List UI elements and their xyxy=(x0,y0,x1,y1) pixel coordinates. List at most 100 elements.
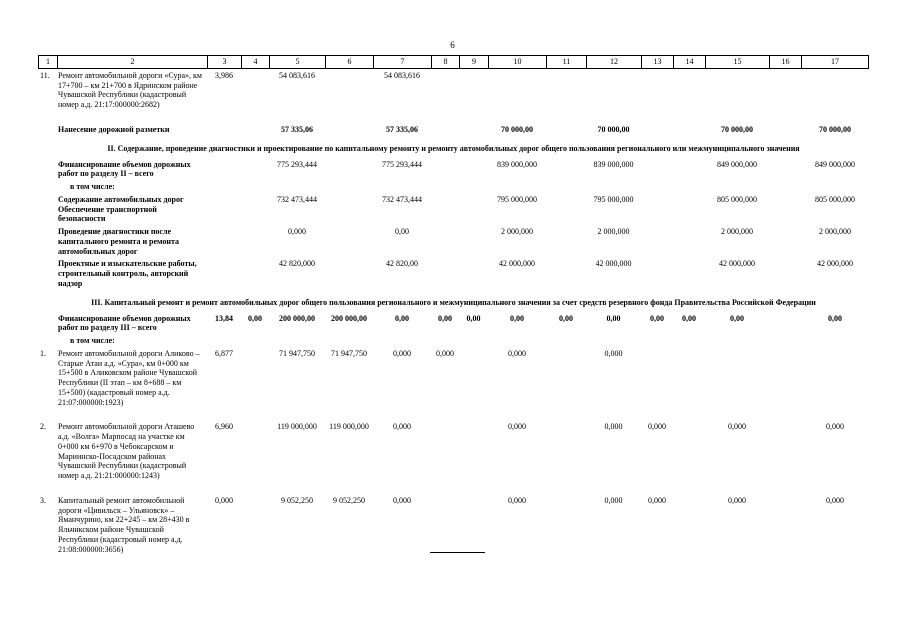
value-cell-col16 xyxy=(769,349,801,408)
row-number xyxy=(38,336,57,346)
value-cell-col8 xyxy=(431,160,459,180)
value-cell-col4 xyxy=(241,160,269,180)
column-header: 5 xyxy=(269,55,325,69)
value-cell-col6 xyxy=(325,160,373,180)
value-cell-col9 xyxy=(459,422,488,481)
footnote-divider xyxy=(430,552,485,553)
table-row: Финансирование объемов дорожных работ по… xyxy=(38,160,869,180)
value-cell-col6 xyxy=(325,259,373,288)
value-cell-col14 xyxy=(673,422,705,481)
value-cell-col17: 0,00 xyxy=(828,313,842,323)
row-number: 1. xyxy=(40,348,46,358)
table-row: Проведение диагностики после капитальног… xyxy=(38,227,869,256)
value-cell-col10: 0,000 xyxy=(508,495,526,505)
value-cell-col15: 805 000,000 xyxy=(717,194,757,204)
value-cell-col14 xyxy=(673,195,705,224)
value-cell-col16 xyxy=(769,496,801,555)
value-cell-col6 xyxy=(325,125,373,135)
value-cell-col17: 2 000,000 xyxy=(819,227,851,236)
value-cell-col6 xyxy=(325,195,373,224)
row-label: Нанесение дорожной разметки xyxy=(58,124,170,134)
value-cell-col4 xyxy=(241,195,269,224)
value-cell-col6 xyxy=(325,71,373,110)
row-number xyxy=(38,195,57,224)
value-cell-col7: 42 820,00 xyxy=(386,259,418,269)
value-cell-col13 xyxy=(641,259,673,288)
value-cell-col10: 42 000,000 xyxy=(499,259,535,269)
value-cell-col3 xyxy=(207,160,241,180)
value-cell-col9 xyxy=(459,336,488,346)
column-header: 4 xyxy=(241,55,269,69)
table-header-row: 1 2 3 4 5 6 7 8 9 10 11 12 13 14 15 16 17 xyxy=(38,55,869,69)
value-cell-col12: 2 000,000 xyxy=(597,227,630,236)
value-cell-col12: 839 000,000 xyxy=(593,159,634,169)
value-cell-col8 xyxy=(431,125,459,135)
row-number xyxy=(38,259,57,288)
value-cell-col3 xyxy=(207,336,241,346)
value-cell-col17: 42 000,000 xyxy=(817,259,853,269)
column-header: 13 xyxy=(641,55,673,69)
value-cell-col9 xyxy=(459,259,488,288)
value-cell-col9 xyxy=(459,71,488,110)
value-cell-col11 xyxy=(546,182,586,192)
value-cell-col6 xyxy=(325,182,373,192)
value-cell-col9 xyxy=(459,227,488,256)
value-cell-col12: 795 000,000 xyxy=(593,194,634,204)
value-cell-col14 xyxy=(673,336,705,346)
value-cell-col15 xyxy=(705,349,769,408)
row-label: Ремонт автомобильной дороги Аликово – Ст… xyxy=(58,348,200,407)
value-cell-col7 xyxy=(373,182,431,192)
value-cell-col9: 0,00 xyxy=(466,313,481,323)
column-header: 8 xyxy=(431,55,459,69)
value-cell-col3: 3,986 xyxy=(215,70,233,80)
value-cell-col13: 0,000 xyxy=(648,495,666,505)
value-cell-col5 xyxy=(269,182,325,192)
value-cell-col13 xyxy=(641,125,673,135)
value-cell-col16 xyxy=(769,160,801,180)
value-cell-col9 xyxy=(459,496,488,555)
value-cell-col3: 0,000 xyxy=(215,495,233,505)
value-cell-col16 xyxy=(769,227,801,256)
row-number xyxy=(38,160,57,180)
value-cell-col12 xyxy=(586,71,641,110)
value-cell-col15: 70 000,00 xyxy=(721,124,753,134)
value-cell-col13: 0,00 xyxy=(650,313,664,323)
row-label: Финансирование объемов дорожных работ по… xyxy=(58,313,191,333)
row-label: Содержание автомобильных дорог Обеспечен… xyxy=(58,194,184,224)
value-cell-col7: 732 473,444 xyxy=(382,194,422,204)
value-cell-col8 xyxy=(431,182,459,192)
value-cell-col6 xyxy=(325,227,373,256)
table-row: 1. Ремонт автомобильной дороги Аликово – … xyxy=(38,349,869,408)
value-cell-col5: 200 000,00 xyxy=(279,313,315,323)
value-cell-col16 xyxy=(769,422,801,481)
value-cell-col14 xyxy=(673,182,705,192)
value-cell-col4 xyxy=(241,227,269,256)
value-cell-col12: 0,000 xyxy=(604,348,623,358)
value-cell-col15: 2 000,000 xyxy=(721,227,753,236)
value-cell-col5 xyxy=(269,336,325,346)
value-cell-col17 xyxy=(801,182,869,192)
value-cell-col13 xyxy=(641,195,673,224)
value-cell-col5: 9 052,250 xyxy=(281,495,313,505)
value-cell-col5: 71 947,750 xyxy=(279,348,315,358)
value-cell-col11 xyxy=(546,160,586,180)
row-number: 3. xyxy=(40,495,46,505)
value-cell-col11 xyxy=(546,71,586,110)
table-row: Проектные и изыскательские работы, строи… xyxy=(38,259,869,288)
value-cell-col12: 42 000,000 xyxy=(595,259,632,269)
value-cell-col14 xyxy=(673,259,705,288)
value-cell-col17: 0,000 xyxy=(826,495,844,505)
value-cell-col17 xyxy=(801,71,869,110)
row-number: 2. xyxy=(40,422,46,432)
value-cell-col6 xyxy=(325,336,373,346)
value-cell-col13 xyxy=(641,349,673,408)
value-cell-col3 xyxy=(207,195,241,224)
value-cell-col6: 9 052,250 xyxy=(333,495,365,505)
value-cell-col9 xyxy=(459,195,488,224)
value-cell-col16 xyxy=(769,125,801,135)
table-row: Нанесение дорожной разметки 57 335,06 57 3… xyxy=(38,125,869,135)
value-cell-col4 xyxy=(241,182,269,192)
value-cell-col4 xyxy=(241,125,269,135)
value-cell-col10: 0,000 xyxy=(508,422,526,432)
value-cell-col17 xyxy=(801,336,869,346)
